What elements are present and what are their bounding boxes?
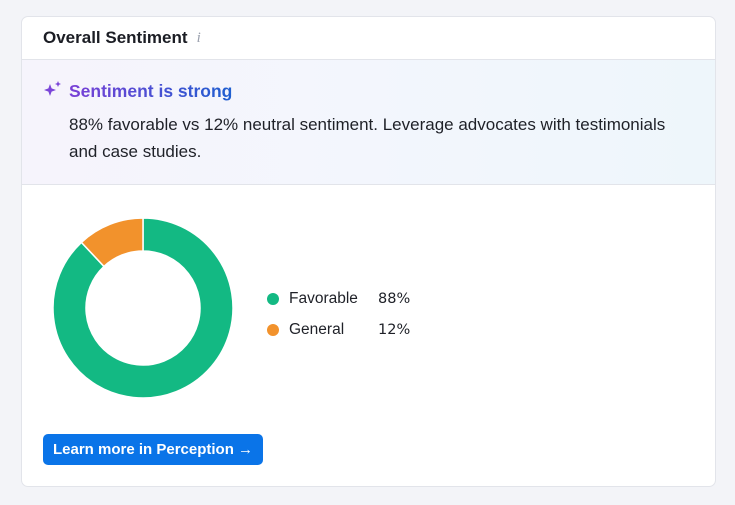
card-header: Overall Sentiment i — [22, 17, 715, 60]
info-icon[interactable]: i — [196, 29, 201, 46]
insight-body: 88% favorable vs 12% neutral sentiment. … — [69, 115, 666, 161]
learn-more-button[interactable]: Learn more in Perception → — [43, 434, 264, 465]
legend-item-general: General 12% — [267, 314, 410, 345]
chart-legend: Favorable 88% General 12% — [267, 283, 410, 345]
legend-label: General — [289, 320, 345, 338]
legend-item-favorable: Favorable 88% — [267, 283, 410, 314]
insight-title: Sentiment is strong — [69, 81, 233, 101]
donut-slice-general[interactable] — [80, 217, 144, 268]
donut-slice-favorable[interactable] — [52, 217, 234, 399]
legend-value: 12% — [378, 321, 411, 338]
legend-value: 88% — [378, 290, 411, 307]
legend-label: Favorable — [289, 289, 358, 307]
legend-swatch — [267, 323, 279, 336]
insight-panel: Sentiment is strong 88% favorable vs 12%… — [22, 60, 715, 185]
sentiment-donut-chart — [52, 217, 234, 399]
legend-swatch — [267, 292, 279, 305]
card-title: Overall Sentiment — [43, 28, 188, 47]
sparkle-icon — [44, 81, 61, 96]
sentiment-card: Overall Sentiment i Sentiment is strong … — [21, 16, 716, 487]
